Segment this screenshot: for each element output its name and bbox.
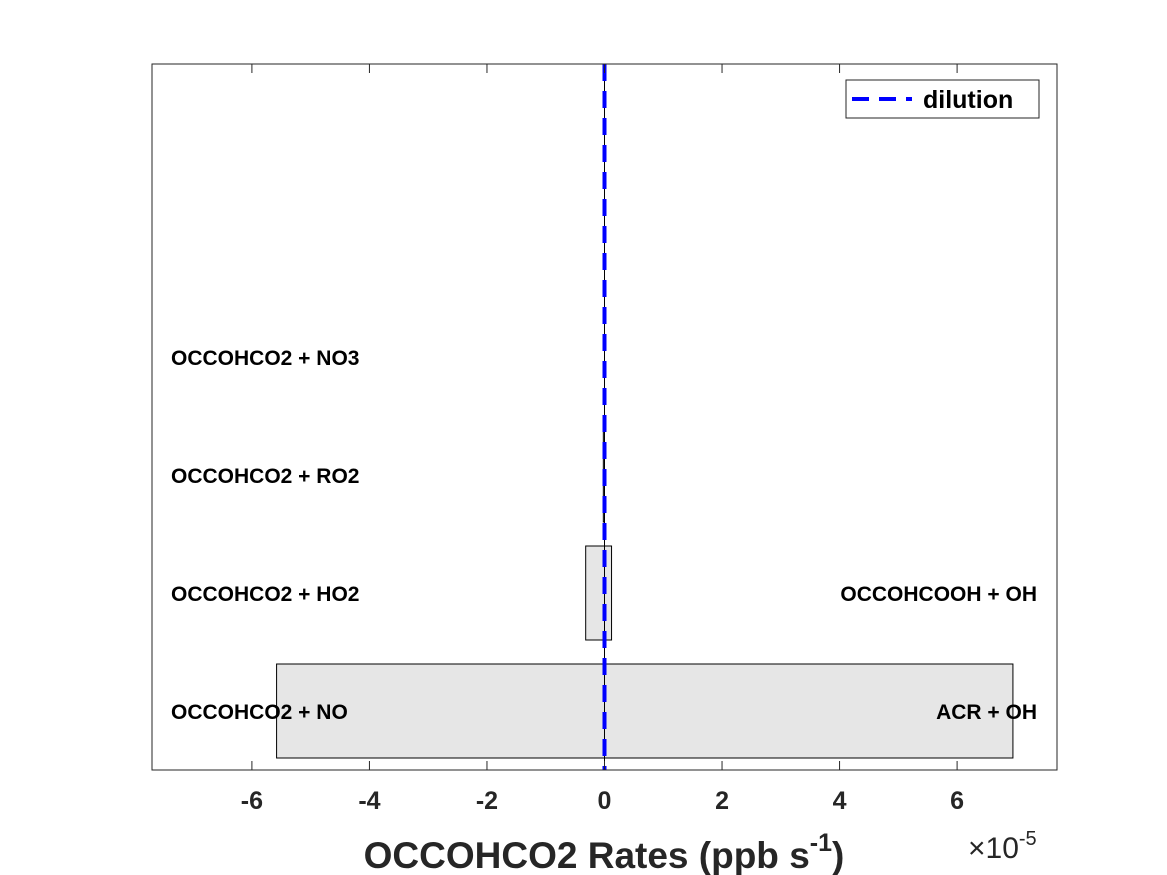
x-tick-label-1: -4	[358, 787, 380, 815]
x-multiplier-prefix: ×10	[968, 832, 1019, 865]
legend-dilution-label: dilution	[923, 86, 1013, 114]
bar-production-label-0: ACR + OH	[936, 701, 1037, 724]
x-axis-title-superscript: -1	[810, 829, 832, 857]
bar-loss-0	[276, 663, 605, 759]
bar-loss-1	[585, 545, 606, 641]
bar-production-0	[604, 663, 1014, 759]
bars-group	[276, 64, 1014, 770]
x-tick-label-2: -2	[476, 787, 498, 815]
bar-labels-group: OCCOHCO2 + NO ACR + OH OCCOHCO2 + HO2 OCCOH…	[171, 347, 1037, 724]
x-tick-label-5: 4	[833, 787, 847, 815]
bar-loss-label-3: OCCOHCO2 + NO3	[171, 347, 359, 370]
x-tick-label-3: 0	[598, 787, 612, 815]
x-axis-title-close: )	[832, 835, 844, 875]
legend-box	[845, 79, 1040, 119]
x-tick-label-6: 6	[950, 787, 964, 815]
x-multiplier-exponent: -5	[1019, 828, 1037, 850]
x-tick-label-4: 2	[715, 787, 729, 815]
bar-loss-label-0: OCCOHCO2 + NO	[171, 701, 348, 724]
x-axis-title: OCCOHCO2 Rates (ppb s-1)	[364, 829, 845, 875]
bar-production-label-1: OCCOHCOOH + OH	[840, 583, 1037, 606]
bar-loss-label-2: OCCOHCO2 + RO2	[171, 465, 359, 488]
x-tick-label-0: -6	[241, 787, 263, 815]
bar-loss-label-1: OCCOHCO2 + HO2	[171, 583, 359, 606]
legend: dilution	[845, 79, 1040, 119]
x-ticks-group: -6 -4 -2 0 2 4 6	[241, 64, 964, 815]
x-axis-title-main: OCCOHCO2 Rates (ppb s	[364, 835, 810, 875]
x-multiplier: ×10-5	[968, 828, 1037, 865]
